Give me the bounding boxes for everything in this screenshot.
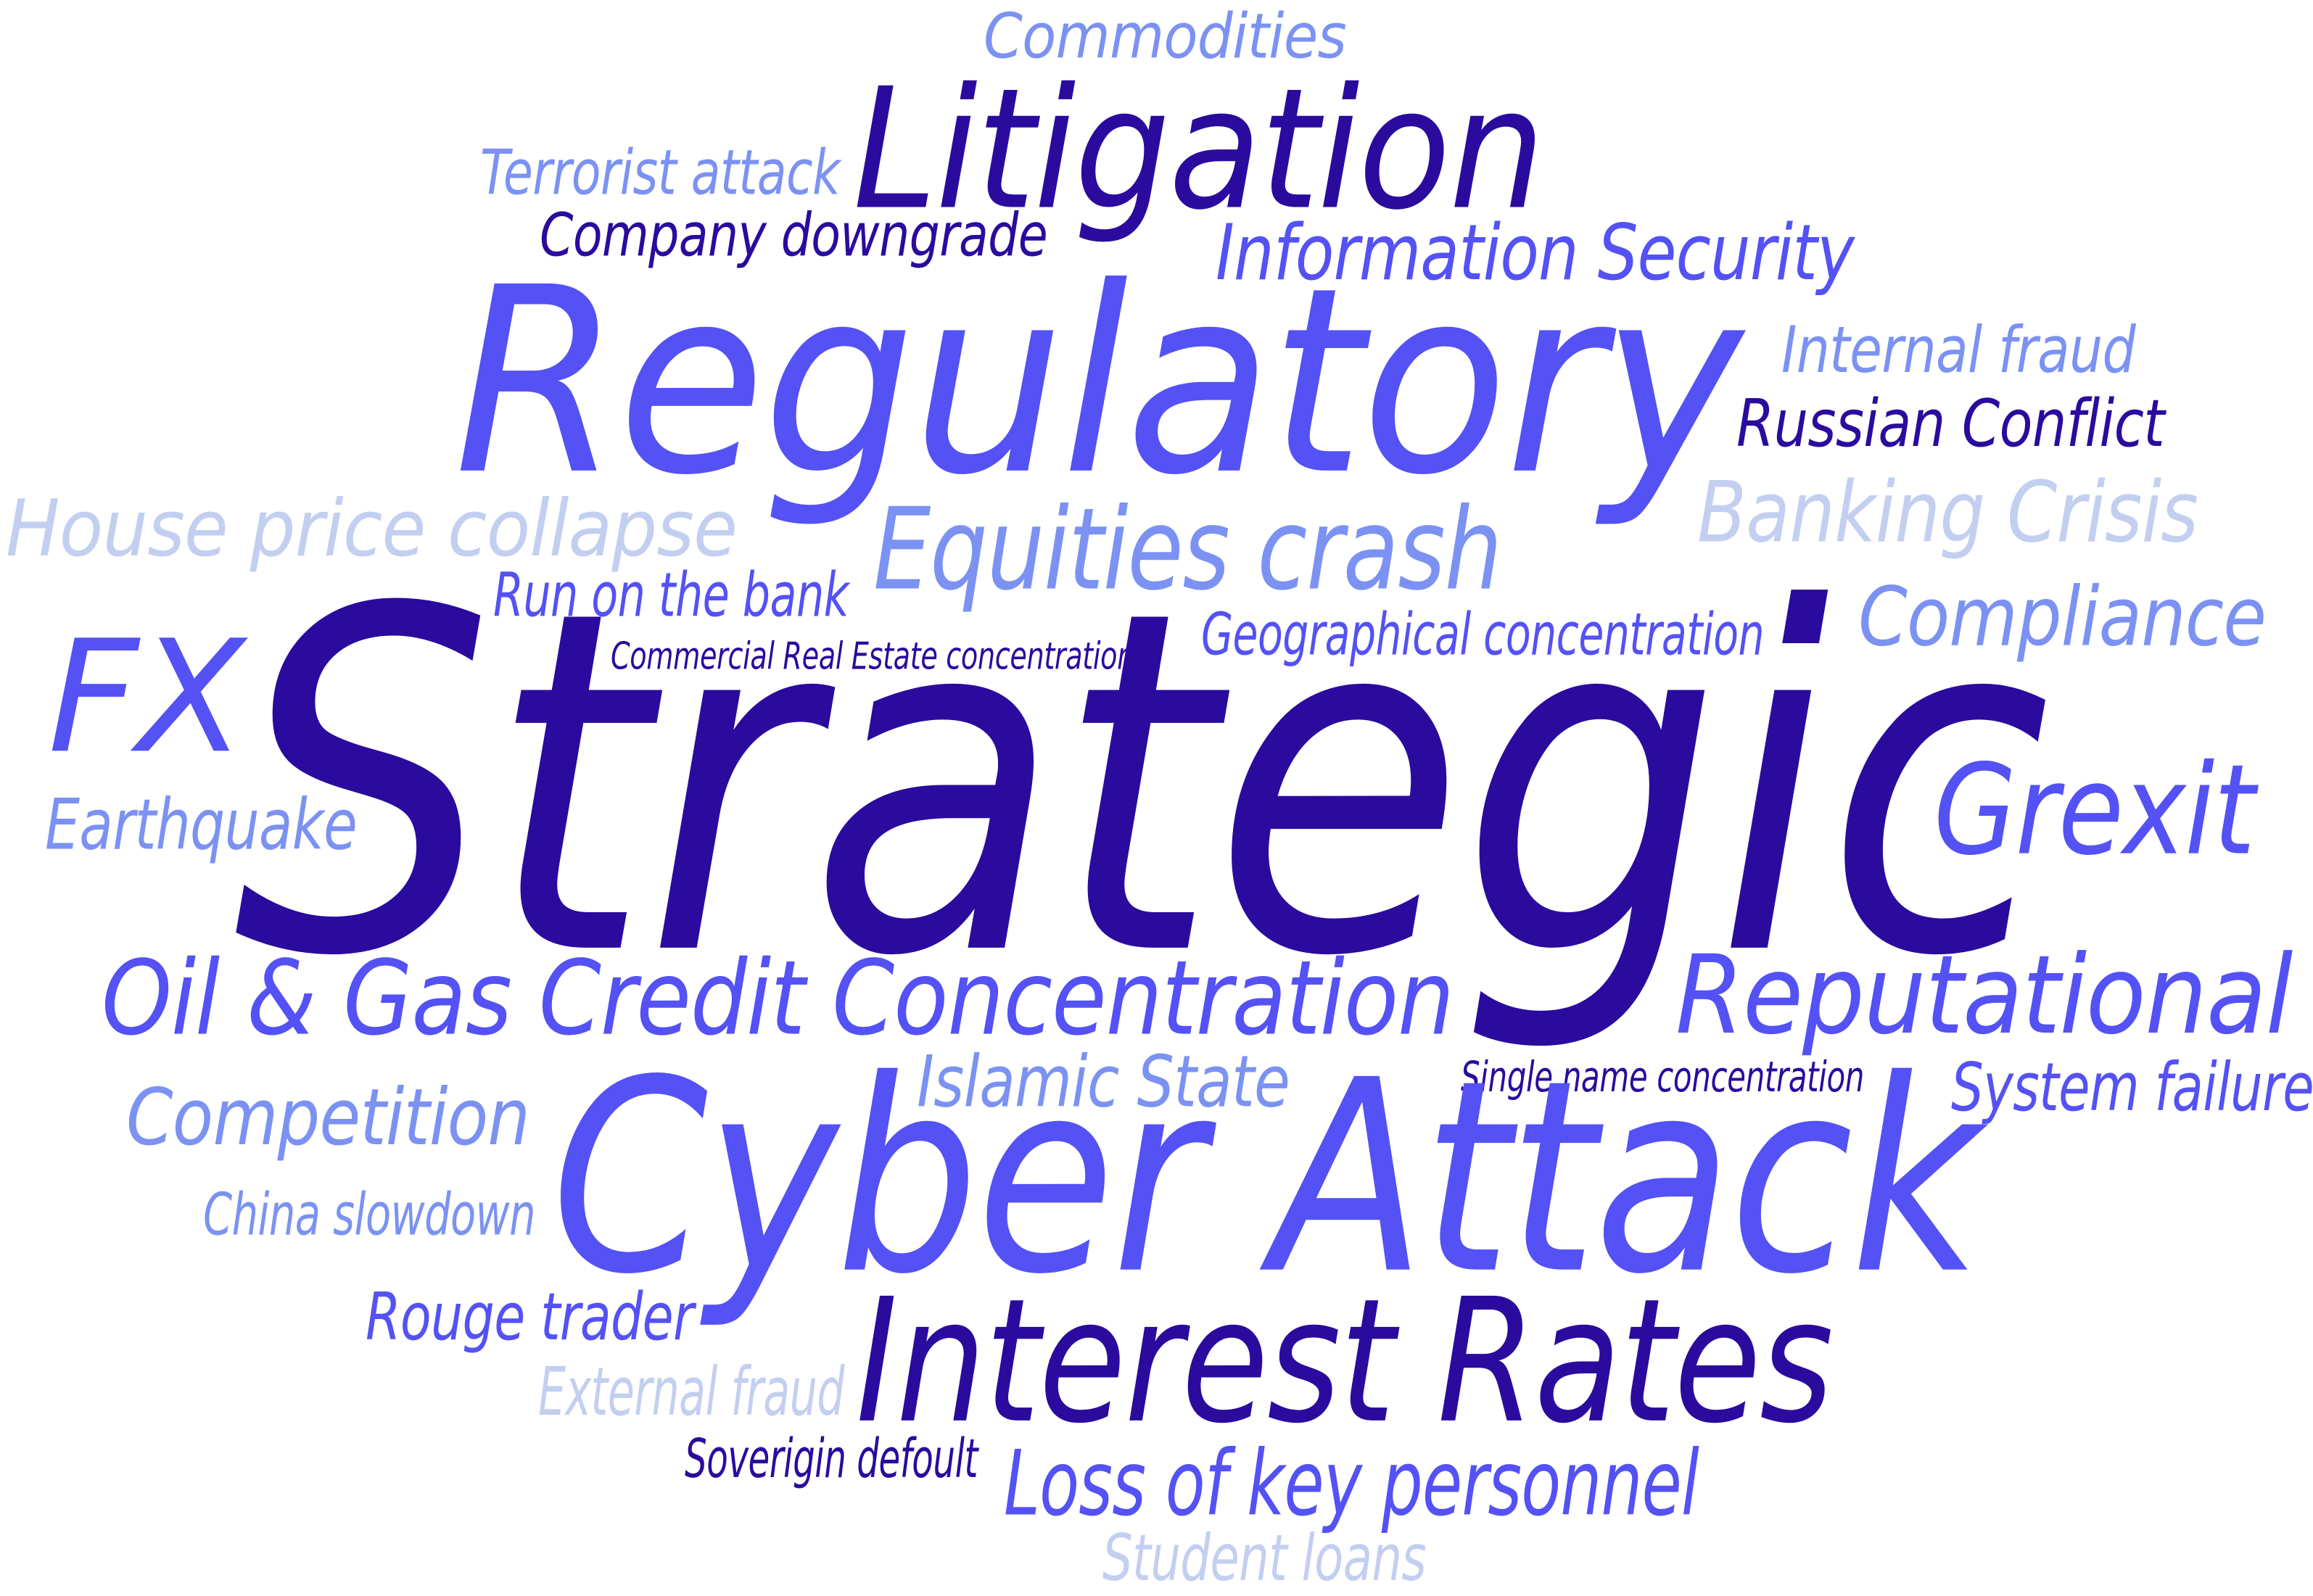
word-china-slowdown: China slowdown [203, 1181, 536, 1249]
word-grexit: Grexit [1934, 737, 2255, 883]
word-fx: FX [48, 607, 245, 788]
word-soverigin-defoult: Soverigin defoult [685, 1428, 978, 1491]
word-competition: Competition [126, 1072, 530, 1164]
word-terrorist-attack: Terrorist attack [480, 136, 841, 210]
word-cyber-attack: Cyber Attack [551, 1023, 1981, 1333]
word-internal-fraud: Internal fraud [1781, 313, 2136, 388]
word-geographical-concentration: Geographical concentration [1201, 601, 1765, 669]
word-company-downgrade: Company downgrade [540, 200, 1048, 270]
word-compliance: Compliance [1858, 570, 2267, 665]
word-islamic-state: Islamic State [917, 1041, 1290, 1124]
word-loss-of-key-personnel: Loss of key personnel [1004, 1431, 1699, 1536]
word-litigation: Litigation [853, 52, 1545, 247]
word-regulatory: Regulatory [454, 232, 1743, 532]
word-information-security: Information Security [1216, 207, 1855, 298]
word-banking-crisis: Banking Crisis [1697, 464, 2198, 563]
word-run-on-the-bank: Run on the bank [493, 560, 849, 632]
word-russian-conflict: Russian Conflict [1736, 385, 2165, 462]
word-rouge-trader: Rouge trader [366, 1278, 694, 1355]
word-reputational: Reputational [1675, 931, 2293, 1059]
word-single-name-concentration: Single name concentration [1461, 1051, 1864, 1102]
word-earthquake: Earthquake [45, 784, 358, 866]
word-commercial-real-estate-concentration: Commercial Real Estate concentration [611, 634, 1134, 679]
word-interest-rates: Interest Rates [856, 1262, 1834, 1462]
word-commodities: Commodities [984, 0, 1347, 73]
word-system-failure: System failure [1951, 1048, 2313, 1126]
word-student-loans: Student loans [1102, 1521, 1427, 1596]
word-house-price-collapse: House price collapse [6, 484, 738, 575]
word-external-fraud: External fraud [538, 1352, 845, 1431]
word-strategic: Strategic [234, 510, 2051, 1060]
word-equities-crash: Equities crash [873, 483, 1502, 616]
word-oil-gas-credit-concentration: Oil & Gas Credit Concentration [102, 938, 1454, 1059]
